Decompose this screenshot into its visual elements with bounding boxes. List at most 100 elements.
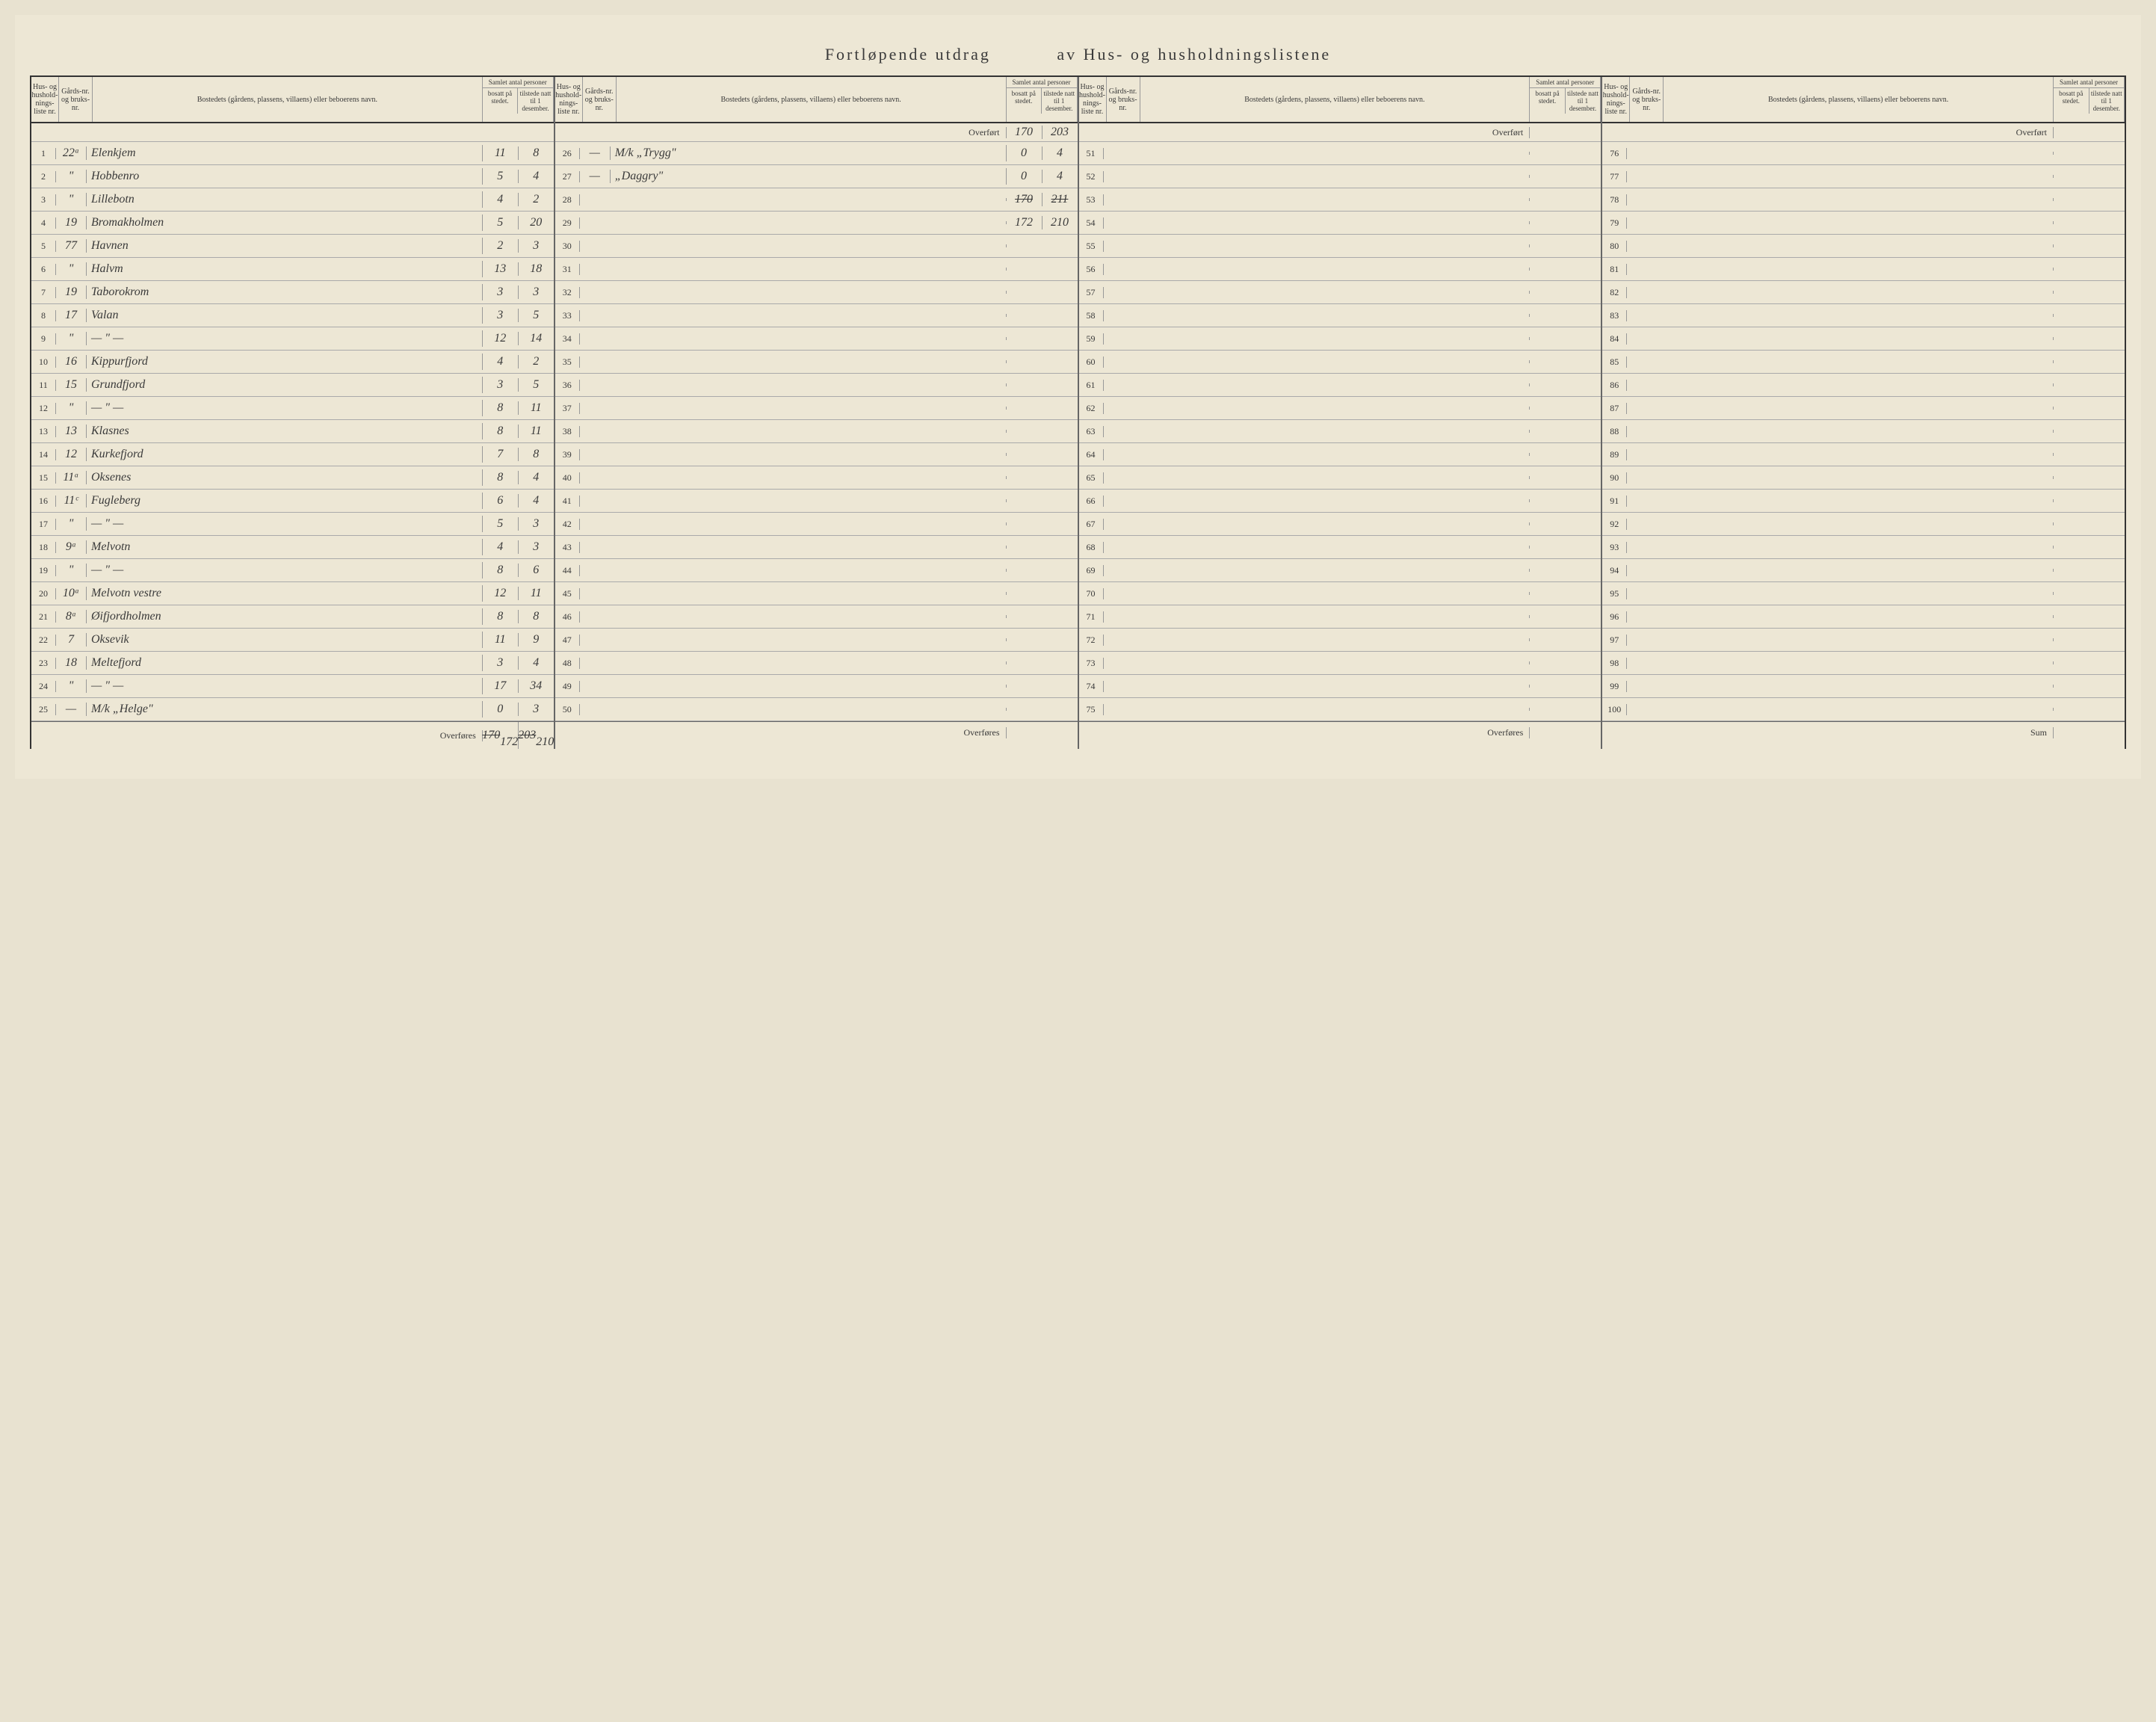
ledger-row: 100 <box>1602 698 2125 721</box>
column-1: Hus- og hushold-nings-liste nr. Gårds-nr… <box>30 77 555 749</box>
page-title: Fortløpende utdrag av Hus- og husholdnin… <box>30 45 2126 64</box>
overfores-row: Sum <box>1602 721 2125 743</box>
row-liste-nr: 66 <box>1079 496 1104 507</box>
row-bosted-name <box>1134 221 1530 224</box>
row-bosted-name <box>1658 615 2054 618</box>
row-gard-nr: 10ᵃ <box>56 587 87 600</box>
row-bosted-name <box>1134 499 1530 502</box>
row-bosted-name <box>1658 152 2054 155</box>
row-bosted-name <box>611 244 1007 247</box>
row-bosted-name <box>1134 685 1530 688</box>
ledger-row: 63 <box>1079 420 1601 443</box>
ledger-row: 42 <box>555 513 1078 536</box>
ledger-row: 10 16 Kippurfjord 4 2 <box>31 351 554 374</box>
ledger-row: 48 <box>555 652 1078 675</box>
row-bosatt: 5 <box>483 517 519 531</box>
overfores-tilstede: 203210 <box>519 722 554 749</box>
ledger-row: 67 <box>1079 513 1601 536</box>
row-liste-nr: 77 <box>1602 171 1627 182</box>
row-bosted-name <box>1134 198 1530 201</box>
row-bosted-name <box>1134 175 1530 178</box>
census-ledger-page: Fortløpende utdrag av Hus- og husholdnin… <box>15 15 2141 779</box>
row-bosted-name <box>611 453 1007 456</box>
row-tilstede: 3 <box>519 703 554 716</box>
row-tilstede: 4 <box>519 656 554 670</box>
row-gard-nr: — <box>56 703 87 716</box>
row-liste-nr: 15 <box>31 472 56 484</box>
row-bosted-name: Fugleberg <box>87 493 483 509</box>
row-gard-nr: " <box>56 517 87 531</box>
row-liste-nr: 96 <box>1602 611 1627 623</box>
ledger-row: 81 <box>1602 258 2125 281</box>
row-bosted-name: Havnen <box>87 238 483 254</box>
header-bosatt: bosatt på stedet. <box>1530 88 1566 114</box>
row-tilstede: 5 <box>519 378 554 392</box>
row-bosted-name <box>1658 661 2054 664</box>
header-bosted: Bostedets (gårdens, plassens, villaens) … <box>1140 77 1530 122</box>
row-liste-nr: 45 <box>555 588 580 599</box>
row-bosted-name: Oksevik <box>87 632 483 648</box>
row-liste-nr: 63 <box>1079 426 1104 437</box>
row-bosatt: 170 <box>1007 193 1043 206</box>
row-bosatt: 6 <box>483 494 519 507</box>
row-liste-nr: 52 <box>1079 171 1104 182</box>
overfores-row: Overføres 170172 203210 <box>31 721 554 749</box>
ledger-row: 47 <box>555 629 1078 652</box>
row-liste-nr: 6 <box>31 264 56 275</box>
row-bosatt: 11 <box>483 633 519 646</box>
row-bosted-name <box>1658 383 2054 386</box>
row-liste-nr: 61 <box>1079 380 1104 391</box>
header-bosted: Bostedets (gårdens, plassens, villaens) … <box>1664 77 2054 122</box>
row-bosted-name <box>1134 337 1530 340</box>
row-bosted-name: Kippurfjord <box>87 354 483 370</box>
ledger-row: 45 <box>555 582 1078 605</box>
row-bosted-name <box>1134 244 1530 247</box>
ledger-row: 16 11ᶜ Fugleberg 6 4 <box>31 490 554 513</box>
row-bosatt: 5 <box>483 216 519 229</box>
ledger-row: 46 <box>555 605 1078 629</box>
ledger-row: 53 <box>1079 188 1601 212</box>
row-liste-nr: 44 <box>555 565 580 576</box>
ledger-row: 71 <box>1079 605 1601 629</box>
row-bosatt: 17 <box>483 679 519 693</box>
row-bosted-name <box>1658 291 2054 294</box>
ledger-row: 75 <box>1079 698 1601 721</box>
row-liste-nr: 80 <box>1602 241 1627 252</box>
row-bosatt: 3 <box>483 309 519 322</box>
row-bosted-name <box>611 522 1007 525</box>
ledger-row: 7 19 Taborokrom 3 3 <box>31 281 554 304</box>
row-bosted-name <box>611 430 1007 433</box>
ledger-row: 12 " — " — 8 11 <box>31 397 554 420</box>
row-tilstede: 4 <box>519 494 554 507</box>
row-liste-nr: 75 <box>1079 704 1104 715</box>
row-liste-nr: 13 <box>31 426 56 437</box>
row-gard-nr: " <box>56 193 87 206</box>
row-gard-nr: 19 <box>56 286 87 299</box>
row-gard-nr: 17 <box>56 309 87 322</box>
row-liste-nr: 35 <box>555 357 580 368</box>
row-bosted-name: Klasnes <box>87 423 483 439</box>
overfort-label: Overført <box>611 127 1007 138</box>
ledger-row: 9 " — " — 12 14 <box>31 327 554 351</box>
row-bosted-name <box>611 708 1007 711</box>
row-bosted-name <box>1134 314 1530 317</box>
ledger-row: 91 <box>1602 490 2125 513</box>
row-liste-nr: 58 <box>1079 310 1104 321</box>
row-bosted-name: Lillebotn <box>87 191 483 208</box>
row-liste-nr: 22 <box>31 635 56 646</box>
row-bosted-name <box>1658 268 2054 271</box>
row-liste-nr: 28 <box>555 194 580 206</box>
ledger-row: 22 7 Oksevik 11 9 <box>31 629 554 652</box>
row-liste-nr: 62 <box>1079 403 1104 414</box>
row-gard-nr: 15 <box>56 378 87 392</box>
ledger-row: 13 13 Klasnes 8 11 <box>31 420 554 443</box>
row-bosted-name: M/k „Trygg" <box>611 145 1007 161</box>
row-bosted-name <box>1658 360 2054 363</box>
row-bosted-name <box>611 291 1007 294</box>
row-bosatt: 2 <box>483 239 519 253</box>
header-samlet: Samlet antal personer bosatt på stedet. … <box>2054 77 2125 122</box>
row-bosted-name <box>1134 453 1530 456</box>
row-bosatt: 4 <box>483 540 519 554</box>
row-liste-nr: 47 <box>555 635 580 646</box>
row-liste-nr: 32 <box>555 287 580 298</box>
